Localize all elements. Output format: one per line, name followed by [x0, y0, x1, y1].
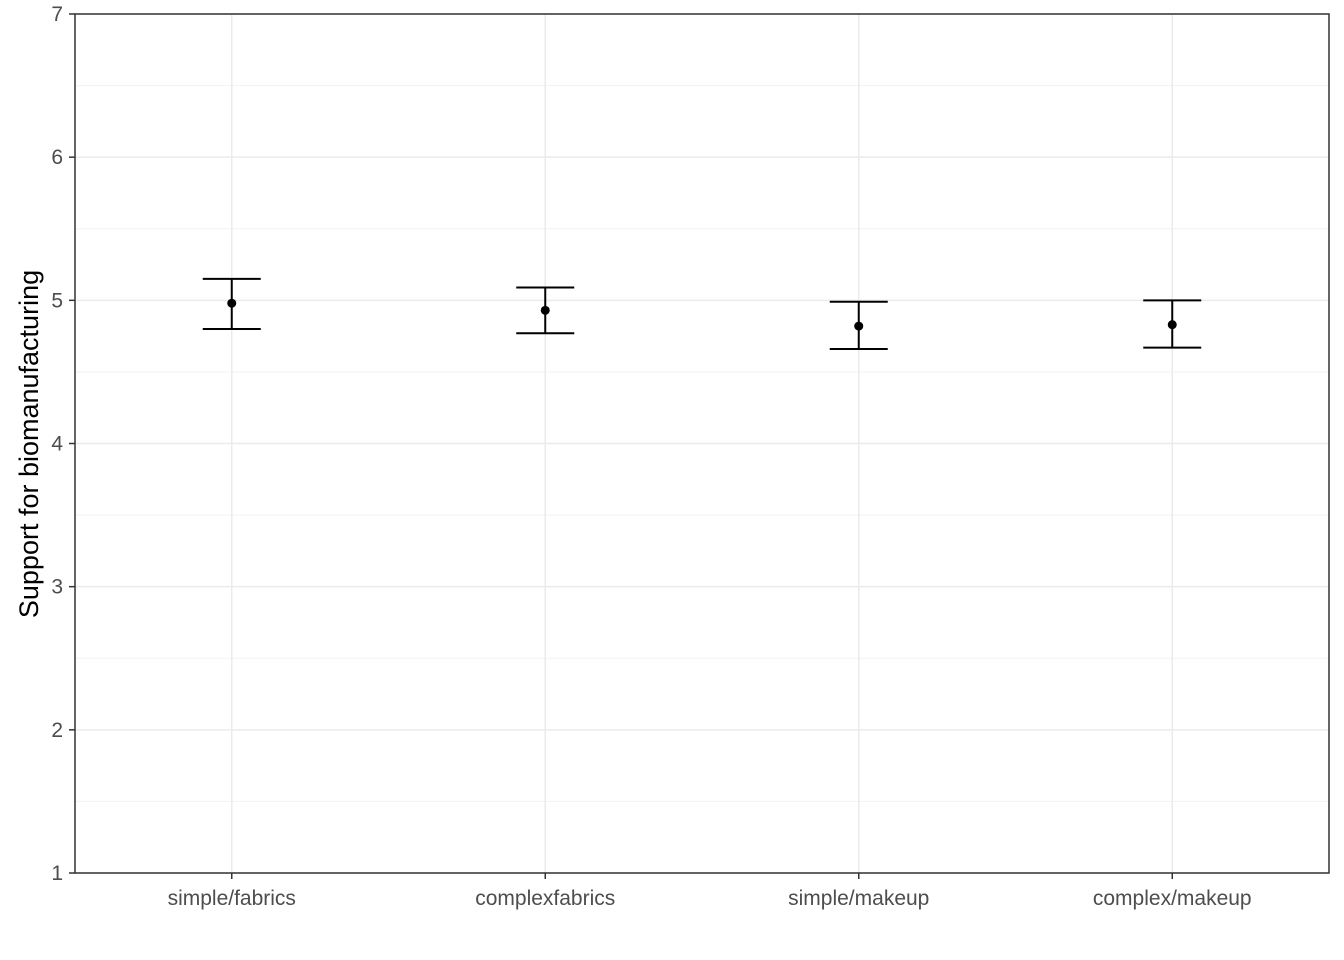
x-tick-label: simple/makeup	[788, 887, 929, 910]
minor-gridlines	[75, 85, 1329, 802]
error-bar-group	[829, 300, 888, 351]
y-axis-tick-labels: 1 2 3 4 5 6 7	[51, 3, 63, 885]
x-axis-tick-labels: simple/fabrics complexfabrics simple/makeu…	[168, 887, 1252, 910]
y-tick-label: 4	[51, 433, 63, 456]
y-tick-label: 2	[51, 719, 63, 742]
y-axis-title: Support for biomanufacturing	[14, 270, 44, 618]
mean-point	[540, 305, 550, 315]
major-gridlines	[75, 13, 1329, 874]
mean-point	[854, 321, 864, 331]
x-tick-label: complexfabrics	[475, 887, 615, 910]
y-tick-label: 5	[51, 289, 63, 312]
error-bar-group	[516, 286, 575, 335]
x-tick-label: simple/fabrics	[168, 887, 296, 910]
axis-ticks	[69, 13, 1173, 879]
mean-point	[227, 298, 237, 308]
y-tick-label: 1	[51, 862, 63, 885]
x-tick-label: complex/makeup	[1093, 887, 1252, 910]
error-bar-group	[1143, 299, 1202, 349]
y-tick-label: 6	[51, 146, 63, 169]
error-bar-marks	[202, 277, 1202, 351]
error-bar-group	[202, 277, 261, 330]
mean-point	[1167, 320, 1177, 330]
y-tick-label: 7	[51, 3, 63, 26]
y-tick-label: 3	[51, 576, 63, 599]
